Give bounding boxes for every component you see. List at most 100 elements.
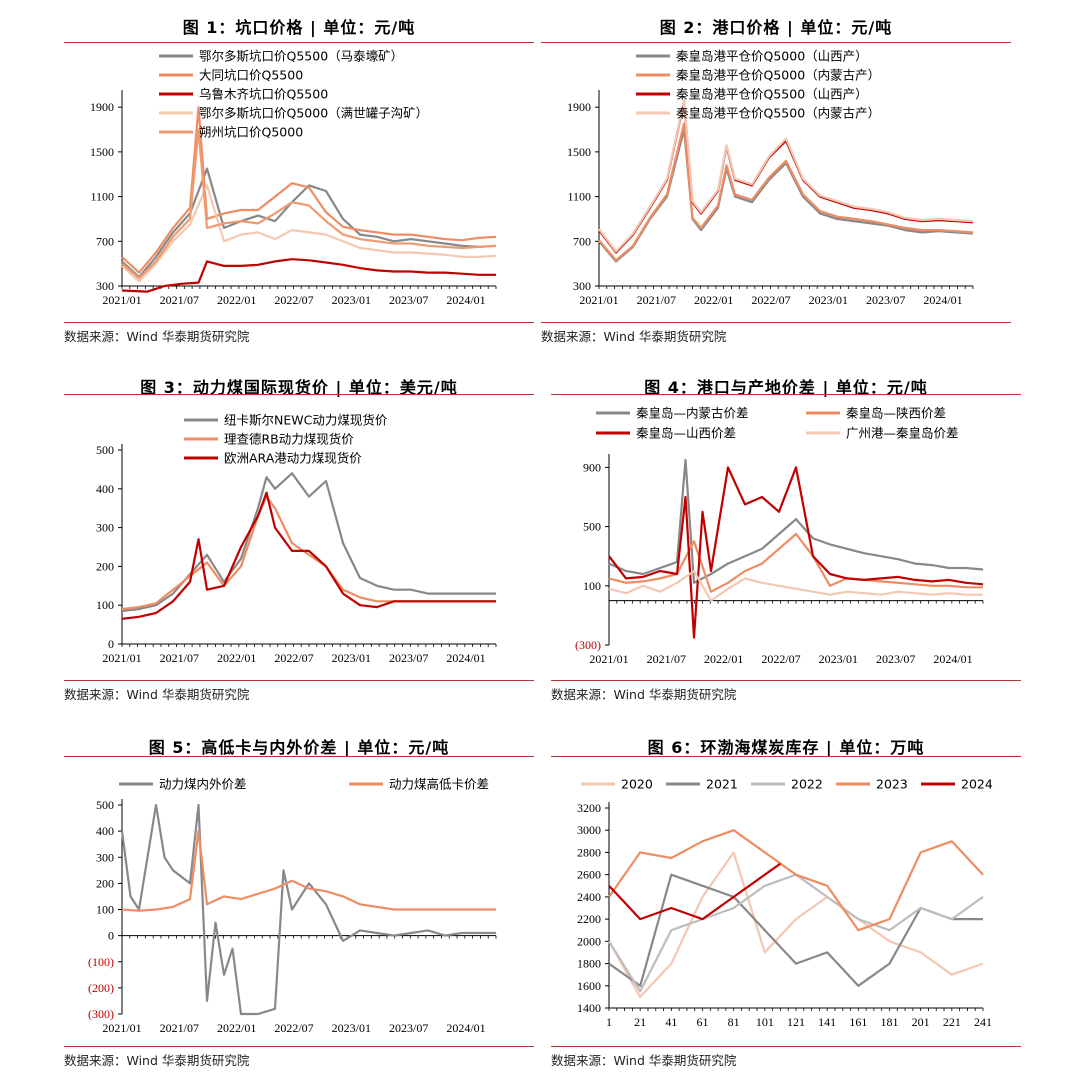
x-tick-label: 101 [756, 1015, 774, 1029]
legend-label: 秦皇岛港平仓价Q5000（内蒙古产） [676, 68, 880, 83]
series-line-1 [598, 128, 974, 263]
title-rule [541, 42, 1011, 43]
source-rule [541, 322, 1011, 323]
y-tick-label: 100 [583, 579, 601, 593]
chart-svg: 500 400 300 200 100 0 (100) (200) (300)2021/01 20… [88, 777, 497, 1035]
x-tick-label: 121 [787, 1015, 805, 1029]
x-tick-label: 21 [634, 1015, 646, 1029]
y-tick-label: 1400 [577, 1001, 601, 1015]
chart-title: 图 6：环渤海煤炭库存 | 单位：万吨 [647, 738, 925, 757]
chart-title: 图 3：动力煤国际现货价 | 单位：美元/吨 [140, 378, 458, 397]
y-tick-label: 500 [96, 443, 114, 457]
y-tick-label: 2200 [577, 912, 601, 926]
x-tick-label: 201 [912, 1015, 930, 1029]
y-tick-label: 1900 [567, 100, 591, 114]
x-tick-label: 2022/01 [694, 293, 733, 307]
legend-label: 秦皇岛港平仓价Q5500（内蒙古产） [676, 106, 880, 121]
x-tick-label: 2022/01 [704, 652, 743, 666]
y-tick-label: 1500 [567, 145, 591, 159]
y-tick-label: 0 [108, 637, 114, 651]
title-rule [64, 394, 534, 395]
y-tick-label: (300) [88, 1007, 114, 1021]
series-line-4 [608, 829, 984, 932]
x-tick-label: 2021/01 [102, 293, 141, 307]
y-tick-label: 1100 [90, 190, 114, 204]
x-tick-label: 41 [665, 1015, 677, 1029]
x-tick-label: 221 [943, 1015, 961, 1029]
source-note: 数据来源：Wind 华泰期货研究院 [64, 329, 250, 344]
series-line-4 [121, 184, 497, 283]
y-tick-label: 300 [573, 279, 591, 293]
x-tick-label: 2021/07 [647, 652, 686, 666]
series-line-1 [608, 851, 984, 998]
x-tick-label: 2022/01 [217, 293, 256, 307]
x-tick-label: 2024/01 [446, 293, 485, 307]
x-tick-label: 61 [697, 1015, 709, 1029]
y-tick-label: 3000 [577, 823, 601, 837]
y-tick-label: 2800 [577, 845, 601, 859]
series-line-2 [608, 532, 983, 593]
x-tick-label: 2023/07 [389, 651, 428, 665]
y-tick-label: 500 [583, 520, 601, 534]
x-tick-label: 241 [974, 1015, 992, 1029]
y-tick-label: 500 [96, 798, 114, 812]
series-line-1 [120, 803, 496, 1016]
legend-label: 乌鲁木齐坑口价Q5500 [199, 87, 328, 102]
y-tick-label: 1800 [577, 957, 601, 971]
source-rule [551, 1046, 1021, 1047]
x-tick-label: 2022/07 [274, 1021, 313, 1035]
x-tick-label: 2024/01 [446, 651, 485, 665]
y-tick-label: 3200 [577, 801, 601, 815]
x-tick-label: 2023/01 [332, 1021, 371, 1035]
series-line-1 [608, 458, 984, 584]
x-tick-label: 2024/01 [933, 652, 972, 666]
chart-panel-1: 图 1：坑口价格 | 单位：元/吨 1900 1500 1100 700 300 2021… [64, 0, 534, 344]
y-tick-label: 700 [573, 234, 591, 248]
y-tick-label: (200) [88, 981, 114, 995]
x-tick-label: 2024/01 [923, 293, 962, 307]
legend-label: 动力煤高低卡价差 [389, 777, 489, 792]
title-rule [551, 394, 1021, 395]
y-tick-label: 1100 [567, 190, 591, 204]
series-line-4 [598, 99, 974, 253]
x-tick-label: 2021/07 [160, 651, 199, 665]
x-tick-label: 2023/07 [389, 293, 428, 307]
series-line-2 [121, 495, 496, 611]
x-tick-label: 2021/07 [160, 1021, 199, 1035]
legend-label: 大同坑口价Q5500 [199, 68, 303, 83]
x-tick-label: 81 [728, 1015, 740, 1029]
legend-label: 欧洲ARA港动力煤现货价 [224, 451, 362, 466]
source-rule [551, 680, 1021, 681]
y-tick-label: 1500 [90, 145, 114, 159]
y-tick-label: 100 [96, 903, 114, 917]
legend-label: 秦皇岛—山西价差 [636, 426, 736, 441]
y-tick-label: 2000 [577, 934, 601, 948]
legend-label: 2022 [791, 777, 823, 792]
legend-label: 秦皇岛港平仓价Q5000（山西产） [676, 49, 868, 64]
series-line-5 [121, 128, 497, 280]
source-rule [64, 680, 534, 681]
x-tick-label: 2022/07 [274, 293, 313, 307]
title-rule [64, 42, 534, 43]
legend-label: 2024 [961, 777, 993, 792]
legend-label: 动力煤内外价差 [159, 777, 247, 792]
chart-panel-4: 图 4：港口与产地价差 | 单位：元/吨 900 500 100 (300) 2021/… [551, 360, 1021, 702]
legend-label: 秦皇岛—内蒙古价差 [636, 406, 749, 421]
x-tick-label: 2021/07 [160, 293, 199, 307]
y-tick-label: 400 [96, 482, 114, 496]
x-tick-label: 2023/01 [332, 651, 371, 665]
x-tick-label: 2021/01 [102, 651, 141, 665]
x-tick-label: 2022/07 [274, 651, 313, 665]
x-tick-label: 2021/01 [589, 652, 628, 666]
x-tick-label: 2024/01 [446, 1021, 485, 1035]
y-tick-label: 0 [108, 929, 114, 943]
y-tick-label: 200 [96, 559, 114, 573]
x-tick-label: 2022/07 [751, 293, 790, 307]
x-tick-label: 2022/01 [217, 1021, 256, 1035]
source-note: 数据来源：Wind 华泰期货研究院 [64, 687, 250, 702]
y-tick-label: 1900 [90, 100, 114, 114]
chart-panel-6: 图 6：环渤海煤炭库存 | 单位：万吨 3200 3000 2800 2600 2400… [551, 720, 1021, 1068]
